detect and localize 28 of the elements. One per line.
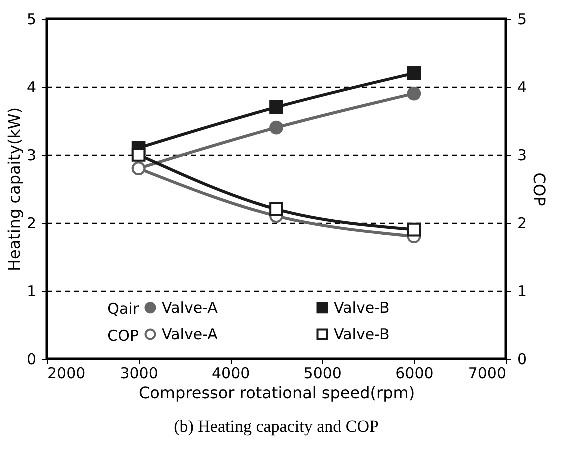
y2-tick-label: 1 [518,282,528,300]
x-tick-label: 3000 [120,364,158,382]
x-tick-label: 2000 [48,364,86,382]
y2-tick-label: 3 [518,146,528,164]
y-tick-label: 5 [26,10,36,28]
y-tick-label: 2 [26,214,36,232]
annotation: Qair [108,300,140,318]
annotation: COP [108,327,139,345]
x-tick-label: 5000 [304,364,342,382]
legend-label: Valve-B [334,298,390,317]
y2-axis-title: COP [530,172,550,207]
text: (b) Heating capacity and COP [174,417,379,436]
legend-label: Valve-A [162,298,219,317]
y2-tick-label: 4 [518,78,528,96]
y-tick-label: 4 [26,78,36,96]
x-axis-title: Compressor rotational speed(rpm) [138,384,416,402]
y-tick-label: 1 [26,282,36,300]
x-tick-label: 7000 [468,364,506,382]
legend-label: Valve-B [334,326,390,344]
y-axis-title: Heating capaity(kW) [4,107,24,272]
y-tick-label: 3 [26,146,36,164]
y2-tick-label: 0 [518,350,528,368]
y-tick-label: 0 [26,350,36,368]
legend-label: Valve-A [162,326,219,344]
x-tick-label: 6000 [396,364,434,382]
y2-tick-label: 5 [518,10,528,28]
x-tick-label: 4000 [212,364,250,382]
y2-tick-label: 2 [518,214,528,232]
